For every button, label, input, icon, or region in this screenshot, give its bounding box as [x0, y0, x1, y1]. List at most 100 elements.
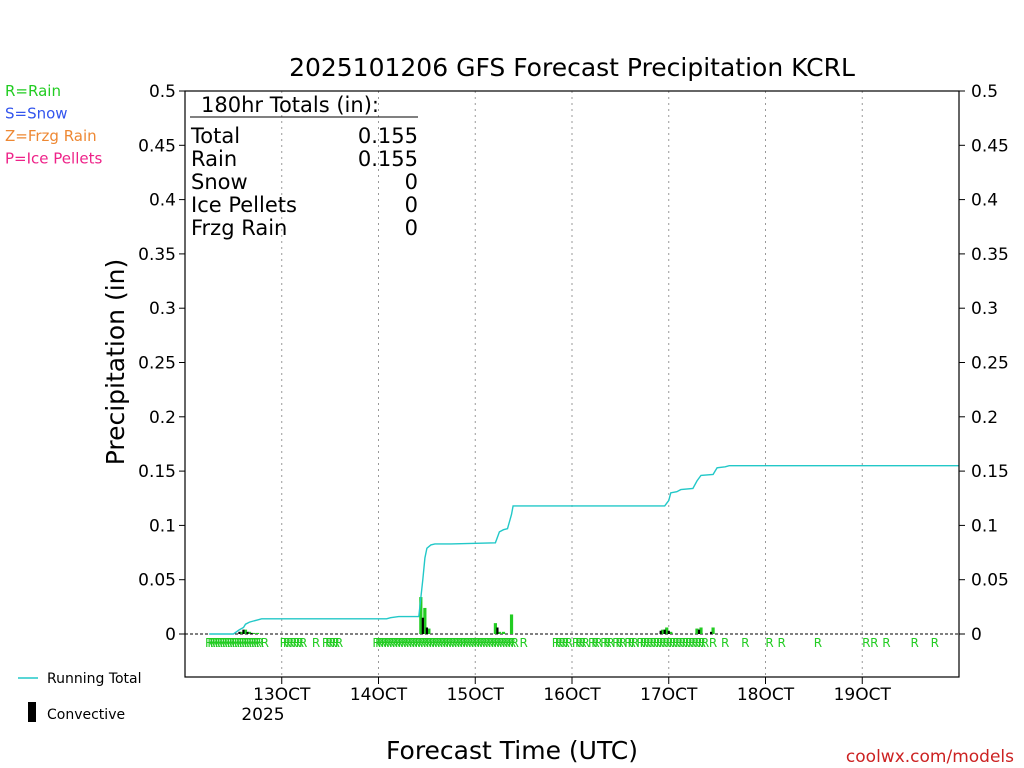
precip-type-marker: R: [454, 636, 462, 650]
precip-type-marker: R: [675, 636, 683, 650]
precip-type-marker: R: [709, 636, 717, 650]
precip-type-marker: R: [612, 636, 620, 650]
precip-type-marker: R: [375, 636, 383, 650]
precip-type-marker: R: [814, 636, 822, 650]
precip-type-marker: R: [777, 636, 785, 650]
precip-type-marker: R: [565, 636, 573, 650]
precip-type-marker: R: [669, 636, 677, 650]
precip-bar: [251, 632, 256, 634]
precip-type-marker: R: [239, 636, 247, 650]
precip-type-marker: R: [477, 636, 485, 650]
y-tick-label-left: 0.15: [138, 462, 176, 482]
precip-type-marker: R: [215, 636, 223, 650]
precip-type-marker: R: [241, 636, 249, 650]
precip-type-marker: R: [236, 636, 244, 650]
precip-type-marker: R: [765, 636, 773, 650]
precip-type-marker: R: [384, 636, 392, 650]
y-tick-label-left: 0.25: [138, 354, 176, 374]
precip-type-marker: R: [286, 636, 294, 650]
precip-type-marker: R: [460, 636, 468, 650]
convective-legend-swatch: [28, 702, 36, 722]
y-tick-label-left: 0.1: [149, 516, 176, 536]
precip-type-marker: R: [292, 636, 300, 650]
precip-type-marker: R: [312, 636, 320, 650]
precip-bar: [427, 628, 431, 634]
precip-type-marker: R: [207, 636, 215, 650]
precip-type-marker: R: [741, 636, 749, 650]
y-tick-label-right: 0: [971, 625, 982, 645]
convective-bar: [242, 629, 245, 634]
precip-bar: [239, 631, 244, 634]
precip-type-marker: R: [662, 636, 670, 650]
totals-row-value: 0.155: [358, 124, 418, 148]
running-total-series: [209, 465, 959, 635]
precip-type-marker: R: [457, 636, 465, 650]
precip-type-marker: R: [678, 636, 686, 650]
convective-legend-label: Convective: [47, 707, 125, 723]
x-tick-label: 15OCT: [447, 685, 505, 705]
precip-type-marker: R: [378, 636, 386, 650]
precip-type-marker: R: [409, 636, 417, 650]
precip-type-marker: R: [417, 636, 425, 650]
precip-type-marker: R: [217, 636, 225, 650]
precip-type-marker: R: [232, 636, 240, 650]
precip-type-marker: R: [862, 636, 870, 650]
y-tick-label-right: 0.35: [971, 245, 1009, 265]
convective-bar: [697, 629, 701, 634]
precip-type-marker: R: [496, 636, 504, 650]
footer-credit: coolwx.com/models: [846, 747, 1014, 767]
x-tick-label: 17OCT: [640, 685, 698, 705]
x-tick-label: 19OCT: [834, 685, 892, 705]
precip-type-marker: R: [332, 636, 340, 650]
precip-type-marker: R: [392, 636, 400, 650]
precip-type-marker: R: [619, 636, 627, 650]
totals-row-label: Ice Pellets: [191, 193, 297, 217]
precip-type-marker: R: [578, 636, 586, 650]
precip-type-marker: R: [386, 636, 394, 650]
precip-type-marker: R: [615, 636, 623, 650]
precip-type-marker: R: [443, 636, 451, 650]
legend-type-entry: Z=Frzg Rain: [5, 127, 97, 145]
precip-type-marker: R: [652, 636, 660, 650]
y-tick-label-left: 0: [165, 625, 176, 645]
precip-type-legend: R=Rain S=Snow Z=Frzg Rain P=Ice Pellets: [5, 82, 102, 168]
precip-type-marker: R: [412, 636, 420, 650]
precip-type-marker: R: [440, 636, 448, 650]
precip-type-marker: R: [381, 636, 389, 650]
precip-type-marker: R: [607, 636, 615, 650]
totals-header: 180hr Totals (in):: [201, 93, 379, 117]
precip-bar: [669, 631, 673, 634]
precip-type-marker: R: [643, 636, 651, 650]
precip-type-marker: R: [280, 636, 288, 650]
precip-type-marker: R: [508, 636, 516, 650]
totals-row-value: 0: [405, 170, 418, 194]
precip-type-marker: R: [429, 636, 437, 650]
precip-type-marker: R: [482, 636, 490, 650]
precip-type-marker: R: [555, 636, 563, 650]
precip-type-marker: R: [229, 636, 237, 650]
precip-type-marker: R: [246, 636, 254, 650]
precip-type-marker: R: [389, 636, 397, 650]
precip-type-marker: R: [474, 636, 482, 650]
precip-type-marker: R: [603, 636, 611, 650]
precip-type-marker: R: [446, 636, 454, 650]
precip-type-marker: R: [499, 636, 507, 650]
bottom-legend: Running Total Convective: [18, 671, 142, 723]
totals-box: 180hr Totals (in): Total 0.155 Rain 0.155 Sn…: [190, 93, 418, 240]
y-tick-label-left: 0.05: [138, 571, 176, 591]
running-total-legend-label: Running Total: [47, 671, 142, 687]
convective-bar: [663, 629, 666, 634]
precip-type-marker: R: [591, 636, 599, 650]
precip-type-marker: R: [253, 636, 261, 650]
precip-type-marker: R: [594, 636, 602, 650]
x-tick-label: 14OCT: [350, 685, 408, 705]
precip-type-marker: R: [234, 636, 242, 650]
precip-type-marker: R: [463, 636, 471, 650]
precip-type-marker: R: [251, 636, 259, 650]
precip-type-marker: R: [552, 636, 560, 650]
precip-type-marker: R: [434, 636, 442, 650]
precip-type-marker: R: [210, 636, 218, 650]
precip-type-marker: R: [701, 636, 709, 650]
y-axis-label: Precipitation (in): [101, 259, 130, 466]
